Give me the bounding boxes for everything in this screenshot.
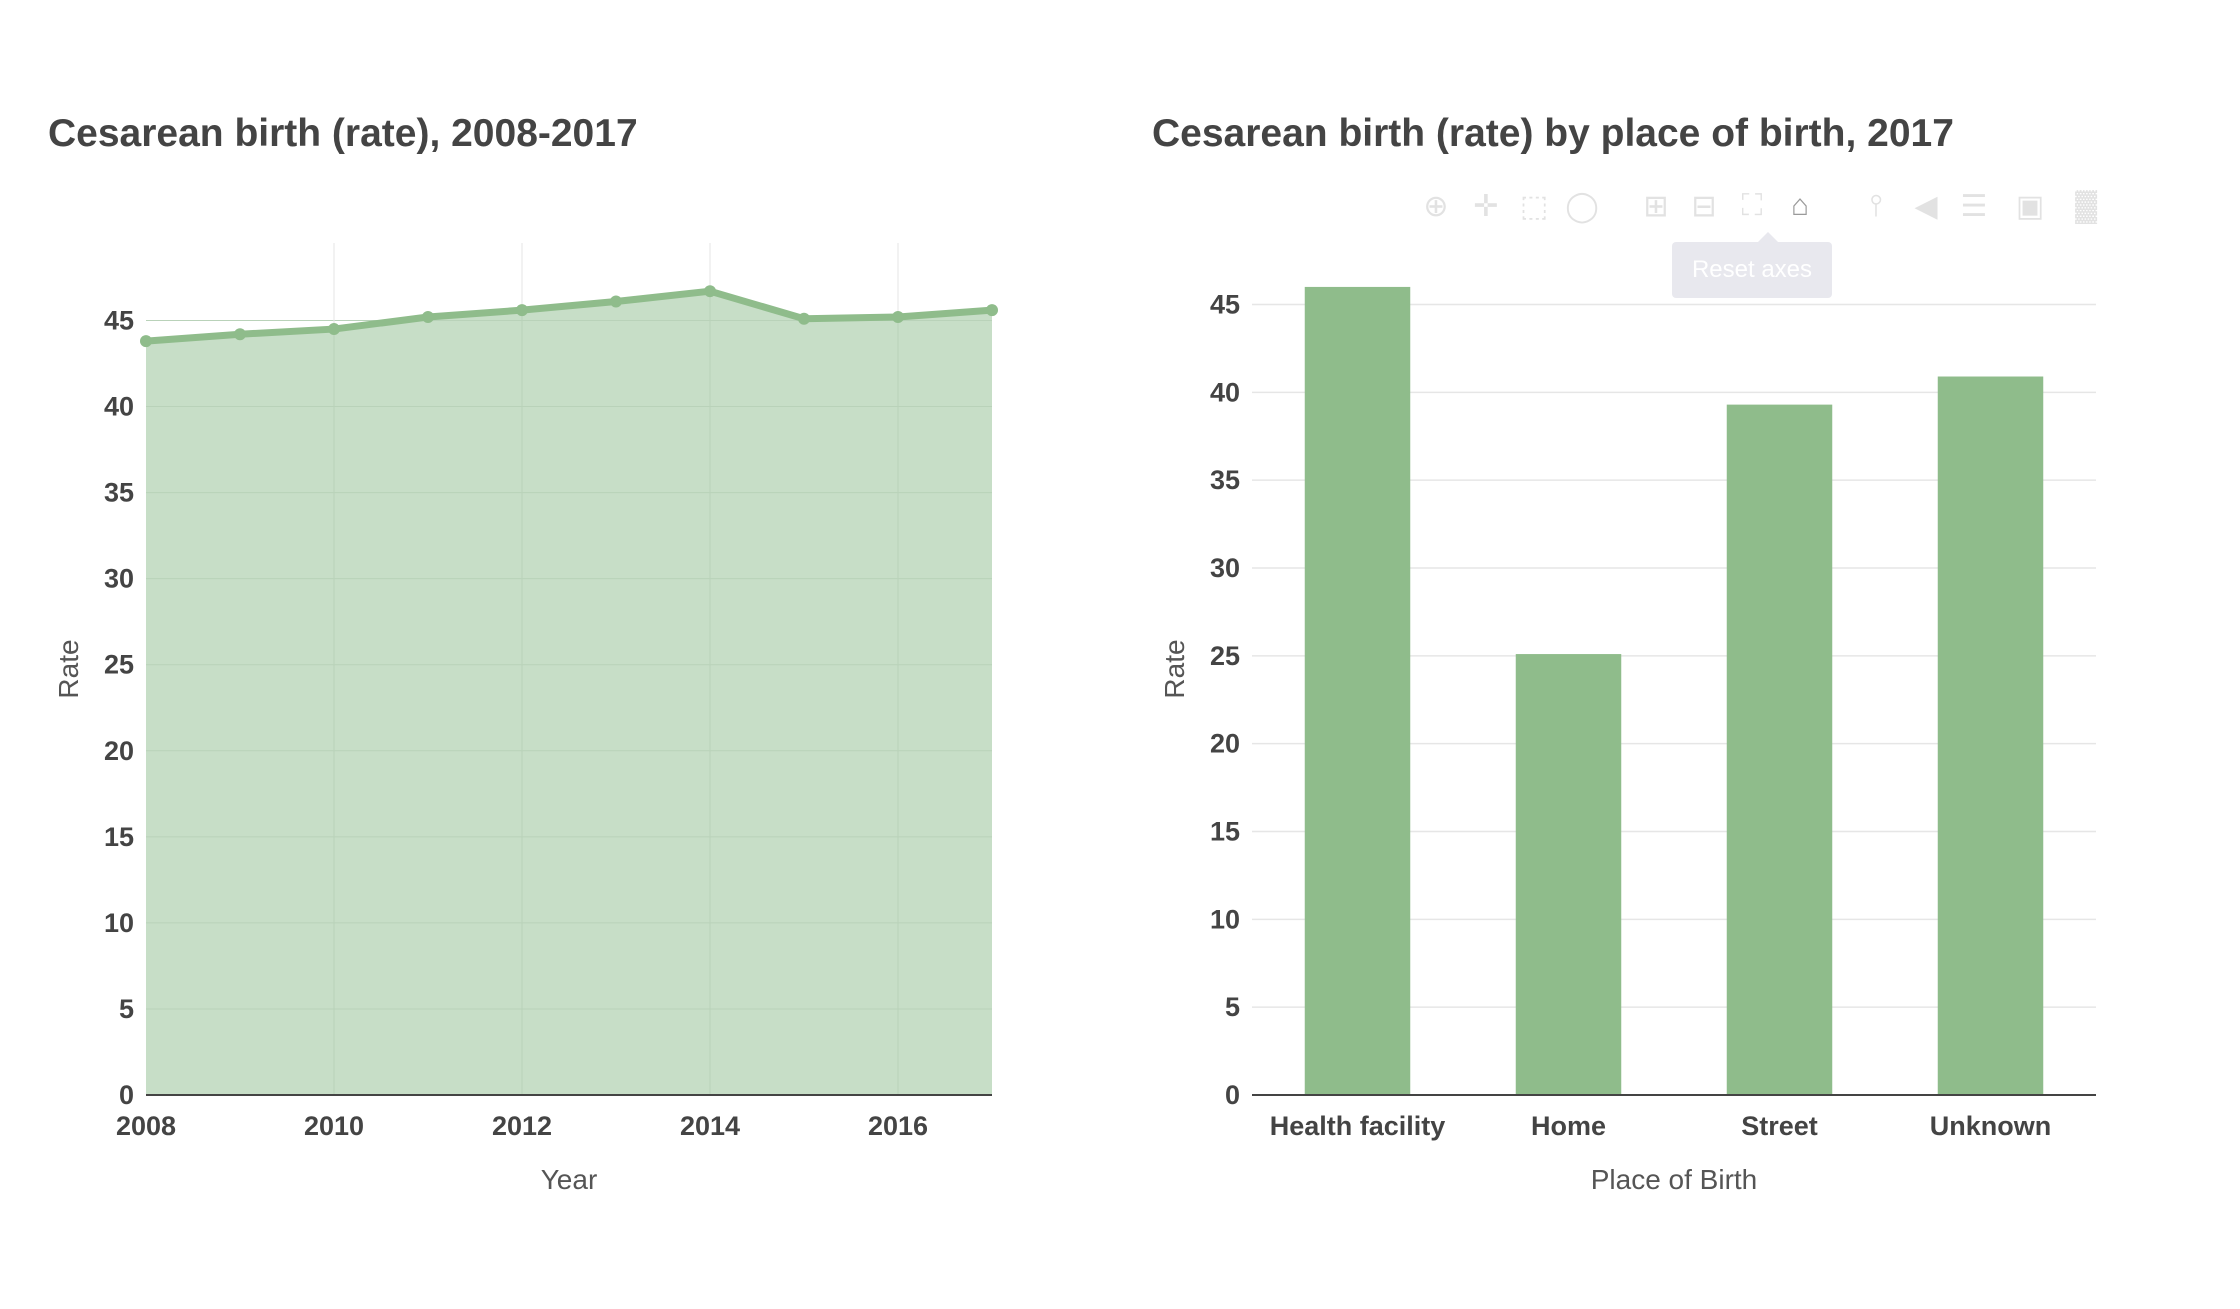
data-point [422, 311, 434, 324]
box-select-icon[interactable]: ⬚ [1519, 189, 1549, 223]
y-tick-label: 40 [1210, 377, 1240, 407]
data-point [140, 335, 152, 348]
home-icon[interactable]: ⌂ [1790, 189, 1810, 222]
y-tick-label: 10 [104, 908, 134, 938]
y-tick-label: 30 [104, 564, 134, 594]
data-point [328, 323, 340, 336]
x-tick-label: 2014 [680, 1111, 740, 1141]
y-axis-title: Rate [1159, 639, 1190, 698]
x-axis-title: Place of Birth [1591, 1164, 1758, 1195]
series-line [145, 287, 993, 345]
y-tick-label: 45 [1210, 289, 1240, 319]
y-tick-label: 10 [1210, 904, 1240, 934]
data-point [704, 285, 716, 298]
y-tick-label: 15 [104, 822, 134, 852]
data-point [516, 304, 528, 317]
y-tick-label: 5 [119, 994, 134, 1024]
zoom-in-icon[interactable]: ⊞ [1643, 189, 1669, 223]
y-tick-label: 40 [104, 392, 134, 422]
x-tick-label: Health facility [1270, 1111, 1446, 1141]
area-chart[interactable]: 0 5 10 15 20 25 30 35 40 45 2008 2010 2012 2014 2016 Ye… [0, 0, 1110, 1309]
data-point [986, 304, 998, 317]
y-tick-label: 25 [1210, 641, 1240, 671]
data-point [798, 312, 810, 325]
y-tick-label: 15 [1210, 816, 1240, 846]
zoom-icon[interactable]: ⊕ [1423, 189, 1449, 223]
y-tick-label: 0 [1225, 1080, 1240, 1110]
modebar: ⊕ ✛ ⬚ ◯ ⊞ ⊟ ⛶ ⌂ ⫯ ◀ ☰ ▣ ▓ [1418, 186, 2108, 228]
plotly-logo-icon[interactable]: ▓ [2075, 189, 2097, 222]
spike-lines-icon[interactable]: ⫯ [1869, 189, 1883, 222]
autoscale-icon[interactable]: ⛶ [1741, 189, 1763, 222]
data-point [892, 311, 904, 324]
bar [1515, 654, 1622, 1095]
bar [1726, 404, 1833, 1096]
chart-title-right: Cesarean birth (rate) by place of birth,… [1152, 112, 1954, 155]
chart-title-left: Cesarean birth (rate), 2008-2017 [48, 112, 638, 155]
x-tick-label: Home [1531, 1111, 1606, 1141]
x-tick-label: 2016 [868, 1111, 928, 1141]
x-axis-title: Year [541, 1164, 598, 1195]
lasso-select-icon[interactable]: ◯ [1565, 189, 1599, 223]
x-tick-label: Unknown [1930, 1111, 2052, 1141]
hover-closest-icon[interactable]: ◀ [1914, 189, 1938, 223]
y-tick-label: 35 [104, 478, 134, 508]
y-tick-label: 35 [1210, 465, 1240, 495]
y-tick-label: 20 [104, 736, 134, 766]
reset-axes-tooltip: Reset axes [1672, 232, 1832, 298]
zoom-out-icon[interactable]: ⊟ [1691, 189, 1717, 223]
y-tick-label: 45 [104, 305, 134, 335]
y-tick-label: 0 [119, 1080, 134, 1110]
x-tick-label: 2010 [304, 1111, 364, 1141]
y-tick-label: 20 [1210, 729, 1240, 759]
bar [1937, 376, 2044, 1095]
data-point [234, 328, 246, 341]
x-tick-label: 2008 [116, 1111, 176, 1141]
y-axis-title: Rate [53, 639, 84, 698]
y-tick-label: 25 [104, 650, 134, 680]
bar [1304, 286, 1411, 1096]
x-tick-label: 2012 [492, 1111, 552, 1141]
pan-icon[interactable]: ✛ [1473, 189, 1499, 223]
y-tick-label: 30 [1210, 553, 1240, 583]
y-tick-label: 5 [1225, 992, 1240, 1022]
camera-icon[interactable]: ▣ [2015, 189, 2045, 223]
data-point [610, 295, 622, 308]
hover-compare-icon[interactable]: ☰ [1960, 189, 1988, 223]
x-tick-label: Street [1741, 1111, 1818, 1141]
